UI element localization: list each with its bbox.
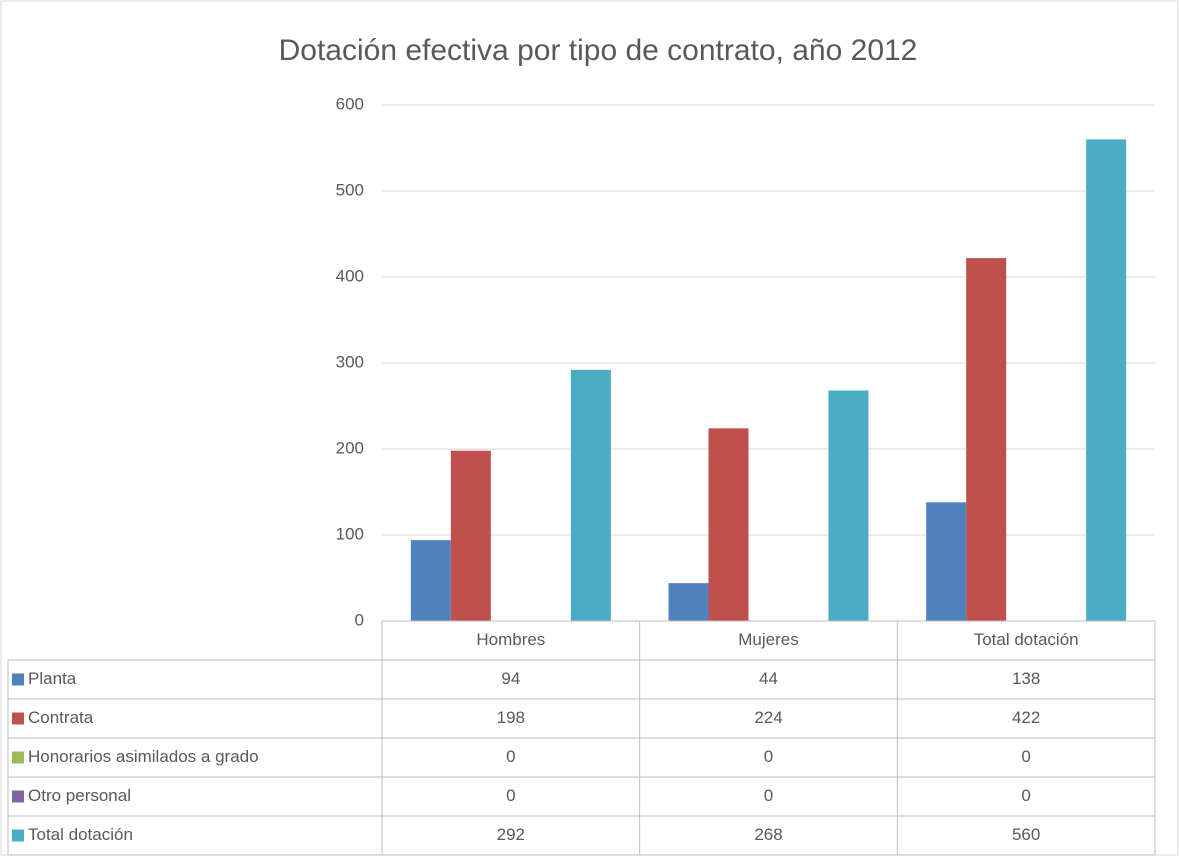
table-value: 560 xyxy=(1012,825,1040,844)
legend-label: Contrata xyxy=(28,708,94,727)
y-tick-label: 600 xyxy=(336,94,364,113)
legend-label: Honorarios asimilados a grado xyxy=(28,747,259,766)
table-value: 198 xyxy=(497,708,525,727)
bar xyxy=(708,428,749,621)
table-value: 292 xyxy=(497,825,525,844)
legend-label: Otro personal xyxy=(28,786,131,805)
x-tick-label: Hombres xyxy=(476,630,545,649)
table-value: 0 xyxy=(764,786,773,805)
chart-title: Dotación efectiva por tipo de contrato, … xyxy=(279,34,918,67)
y-tick-label: 0 xyxy=(355,610,364,629)
table-value: 0 xyxy=(506,786,515,805)
x-tick-label: Total dotación xyxy=(974,630,1079,649)
legend-key xyxy=(12,751,24,764)
bar xyxy=(668,583,709,621)
table-value: 44 xyxy=(759,669,778,688)
y-tick-label: 500 xyxy=(336,180,364,199)
table-value: 94 xyxy=(501,669,520,688)
bar xyxy=(828,390,869,621)
bar xyxy=(1086,139,1127,621)
bar xyxy=(570,369,611,621)
y-tick-label: 200 xyxy=(336,438,364,457)
legend-key xyxy=(12,673,24,686)
bar xyxy=(966,258,1007,621)
y-tick-label: 100 xyxy=(336,524,364,543)
table-value: 0 xyxy=(1021,747,1030,766)
bar xyxy=(926,502,967,621)
legend-label: Total dotación xyxy=(28,825,133,844)
table-value: 0 xyxy=(506,747,515,766)
table-value: 138 xyxy=(1012,669,1040,688)
bar xyxy=(410,540,451,621)
legend-key xyxy=(12,829,24,842)
legend-label: Planta xyxy=(28,669,77,688)
y-tick-label: 400 xyxy=(336,266,364,285)
y-tick-label: 300 xyxy=(336,352,364,371)
table-value: 224 xyxy=(754,708,782,727)
bar xyxy=(450,450,491,621)
table-value: 268 xyxy=(754,825,782,844)
table-value: 0 xyxy=(1021,786,1030,805)
legend-key xyxy=(12,712,24,725)
table-value: 422 xyxy=(1012,708,1040,727)
x-tick-label: Mujeres xyxy=(738,630,798,649)
legend-key xyxy=(12,790,24,803)
table-value: 0 xyxy=(764,747,773,766)
